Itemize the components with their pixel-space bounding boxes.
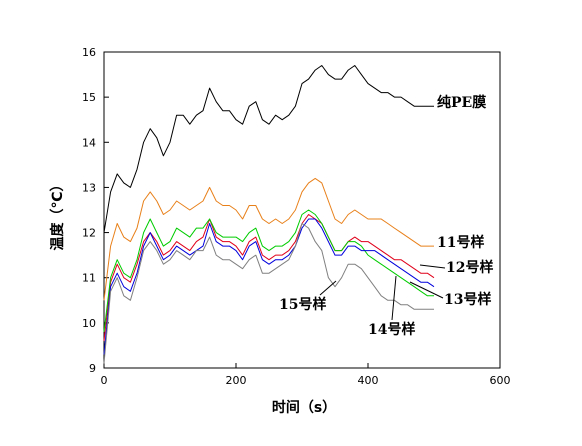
label-leader-line	[409, 281, 444, 299]
series-label-0: 纯PE膜	[437, 94, 486, 111]
y-tick-label: 16	[82, 46, 96, 59]
x-tick-label: 600	[490, 374, 511, 387]
series-labels: 纯PE膜 11号样 12号样 13号样 14号样 15号样	[279, 94, 493, 338]
series-line-0	[103, 65, 434, 233]
series-label-3: 13号样	[444, 291, 491, 308]
series-label-4: 14号样	[368, 321, 415, 338]
series-line-3	[103, 209, 434, 332]
series-layer	[103, 65, 435, 364]
series-label-5: 15号样	[279, 296, 326, 313]
y-tick-label: 11	[82, 272, 96, 285]
y-tick-label: 15	[82, 91, 96, 104]
label-leader-line	[419, 264, 446, 269]
x-tick-label: 200	[226, 374, 247, 387]
label-leader-line	[319, 280, 337, 296]
y-axis-title: 温度（℃）	[49, 178, 66, 251]
series-line-5	[103, 223, 434, 364]
y-tick-label: 14	[82, 136, 96, 149]
series-line-2	[103, 214, 435, 341]
x-tick-label: 400	[358, 374, 379, 387]
axes: 0 200 400 600 9 10 11 12 13 14 15 16	[82, 46, 511, 387]
series-label-1: 11号样	[437, 234, 484, 251]
x-tick-label: 0	[101, 374, 108, 387]
y-tick-label: 13	[82, 181, 96, 194]
y-tick-label: 10	[82, 317, 96, 330]
y-tick-label: 9	[89, 362, 96, 375]
series-line-4	[103, 218, 435, 355]
series-line-1	[103, 177, 434, 301]
series-label-2: 12号样	[446, 259, 493, 276]
plot-frame	[103, 51, 501, 369]
label-leader-line	[391, 275, 397, 321]
x-axis-title: 时间（s）	[272, 399, 336, 416]
y-tick-label: 12	[82, 227, 96, 240]
